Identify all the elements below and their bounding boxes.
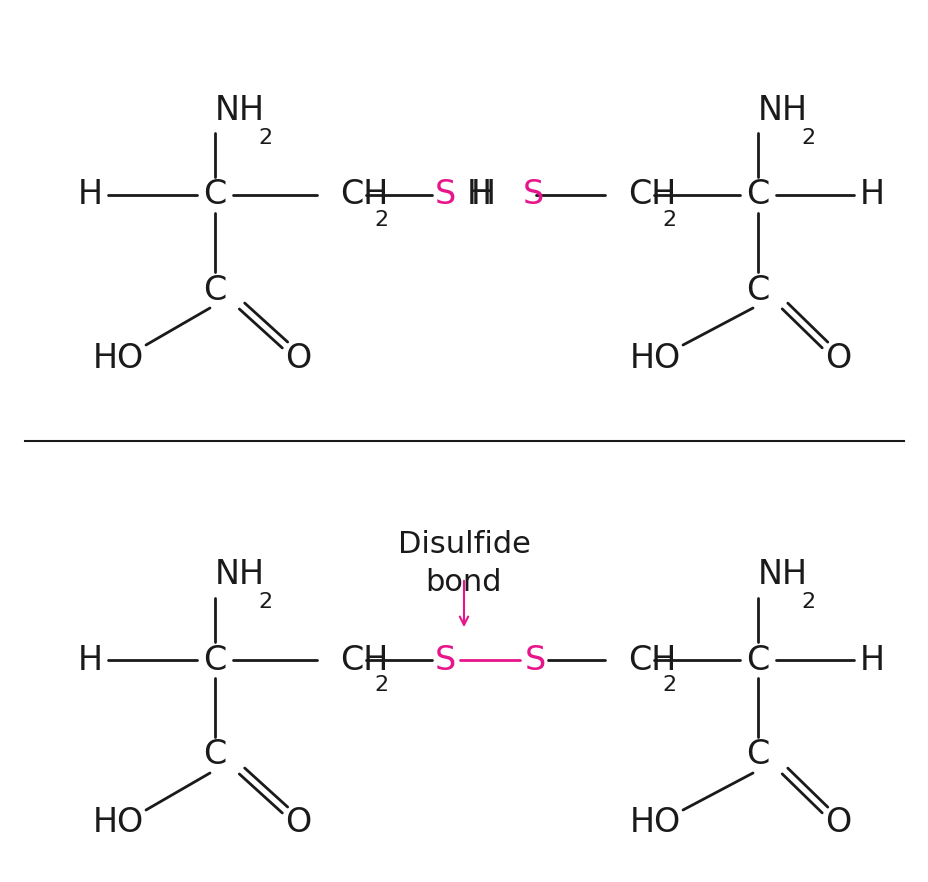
Text: 2: 2 [662,675,676,695]
Text: 2: 2 [374,210,388,230]
Text: 2: 2 [258,128,272,148]
Text: H: H [77,178,102,212]
Text: S: S [434,644,455,676]
Text: O: O [285,806,311,840]
Text: CH: CH [627,178,676,212]
Text: NH: NH [757,93,807,126]
Text: 2: 2 [374,675,388,695]
Text: Disulfide
bond: Disulfide bond [397,530,530,597]
Text: 2: 2 [800,592,814,612]
Text: CH: CH [627,644,676,676]
Text: NH: NH [757,558,807,592]
Text: C: C [203,738,226,772]
Text: 2: 2 [800,128,814,148]
Text: 2: 2 [662,210,676,230]
Text: H: H [858,644,883,676]
Text: S: S [434,178,455,212]
Text: HO: HO [628,806,680,840]
Text: H: H [858,178,883,212]
Text: C: C [745,738,768,772]
Text: HO: HO [92,806,144,840]
Text: O: O [824,341,850,375]
Text: C: C [203,644,226,676]
Text: S: S [522,178,544,212]
Text: C: C [745,178,768,212]
Text: O: O [824,806,850,840]
Text: HO: HO [628,341,680,375]
Text: O: O [285,341,311,375]
Text: CH: CH [340,178,388,212]
Text: C: C [203,273,226,307]
Text: NH: NH [214,558,264,592]
Text: S: S [523,644,545,676]
Text: H: H [470,178,496,212]
Text: NH: NH [214,93,264,126]
Text: C: C [745,644,768,676]
Text: H: H [77,644,102,676]
Text: HO: HO [92,341,144,375]
Text: CH: CH [340,644,388,676]
Text: C: C [203,178,226,212]
Text: 2: 2 [258,592,272,612]
Text: C: C [745,273,768,307]
Text: H: H [467,178,492,212]
